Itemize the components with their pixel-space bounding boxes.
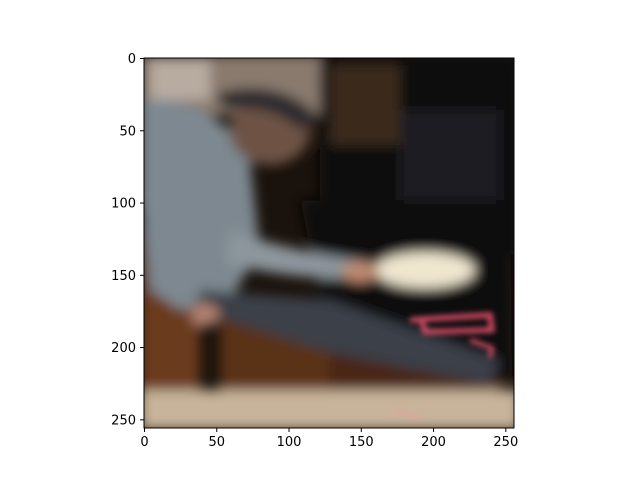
y-tick-label: 200 [111,341,136,356]
y-tick-label: 100 [111,197,136,212]
x-tick-label: 0 [140,435,148,450]
x-tick-label: 100 [277,435,302,450]
axes-frame [143,57,515,429]
y-tick-label: 0 [128,52,136,67]
photo-image [144,58,514,428]
x-tick-label: 200 [421,435,446,450]
y-axis: 0 50 100 150 200 250 [111,52,144,428]
x-tick-label: 250 [493,435,518,450]
y-tick-label: 50 [119,124,136,139]
x-axis: 0 50 100 150 200 250 [140,428,518,450]
x-tick-label: 150 [349,435,374,450]
y-tick-label: 150 [111,269,136,284]
y-tick-label: 250 [111,413,136,428]
x-tick-label: 50 [208,435,225,450]
